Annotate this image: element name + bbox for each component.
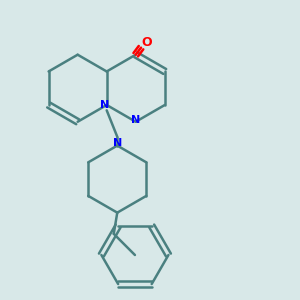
Text: N: N: [100, 100, 110, 110]
Text: N: N: [112, 138, 122, 148]
Text: O: O: [141, 36, 152, 49]
Text: N: N: [131, 115, 140, 125]
